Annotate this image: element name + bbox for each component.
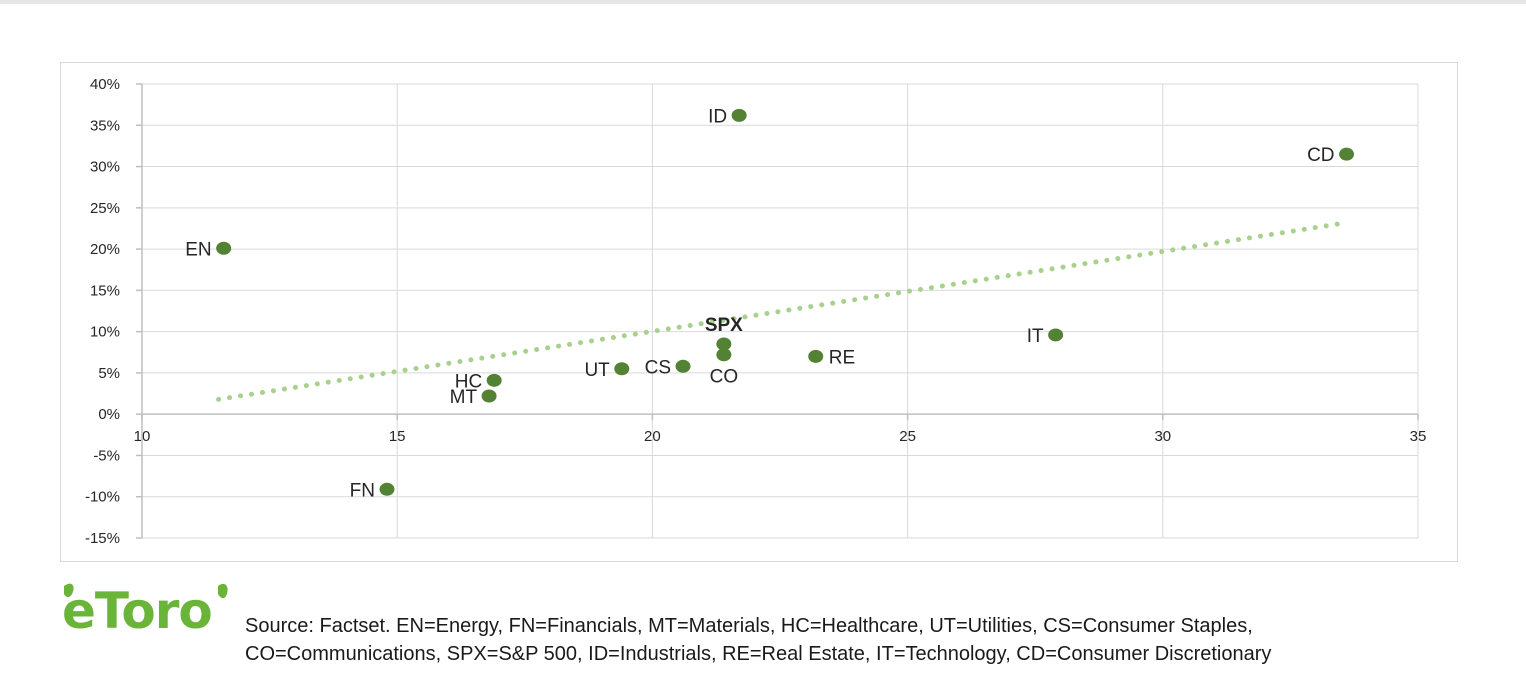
trendline-dotted	[216, 220, 1350, 402]
source-line-1: Source: Factset. EN=Energy, FN=Financial…	[245, 615, 1253, 637]
point-hc	[486, 373, 502, 387]
point-label-re: RE	[829, 347, 855, 368]
y-tick-label: 30%	[90, 159, 120, 176]
source-note: Source: Factset. EN=Energy, FN=Financial…	[245, 612, 1271, 668]
axes: 40%35%30%25%20%15%10%5%0%-5%-10%-15%10 15…	[85, 76, 1426, 547]
y-tick-label: -10%	[85, 489, 120, 506]
point-ut	[614, 362, 630, 376]
scatter-chart: 40%35%30%25%20%15%10%5%0%-5%-10%-15%10 15…	[85, 76, 1426, 547]
x-tick-label: 15	[389, 428, 406, 445]
point-cs	[675, 359, 691, 373]
y-tick-label: 25%	[90, 200, 120, 217]
point-label-co: CO	[710, 367, 739, 388]
y-tick-label: 15%	[90, 282, 120, 299]
source-line-2: CO=Communications, SPX=S&P 500, ID=Indus…	[245, 643, 1272, 665]
point-label-cs: CS	[645, 357, 671, 378]
y-tick-label: 35%	[90, 117, 120, 134]
x-tick-label: 30	[1154, 428, 1171, 445]
point-re	[808, 349, 824, 363]
point-mt	[481, 389, 497, 403]
data-points	[216, 108, 1355, 496]
y-tick-label: 10%	[90, 324, 120, 341]
y-tick-label: -15%	[85, 530, 120, 547]
point-label-id: ID	[708, 106, 727, 127]
point-spx	[716, 337, 732, 351]
point-en	[216, 241, 232, 255]
footer: eToro Source: Factset. EN=Energy, FN=Fin…	[0, 570, 1526, 695]
etoro-logo: eToro	[62, 582, 228, 640]
point-cd	[1339, 147, 1355, 161]
y-tick-label: -5%	[93, 447, 120, 464]
chart-frame	[60, 62, 1458, 562]
point-co	[716, 348, 732, 362]
point-label-cd: CD	[1307, 145, 1334, 166]
x-tick-label: 35	[1410, 428, 1427, 445]
point-fn	[379, 482, 395, 496]
y-tick-label: 5%	[98, 365, 120, 382]
point-label-spx: SPX	[705, 315, 743, 336]
y-tick-label: 20%	[90, 241, 120, 258]
grid-lines	[142, 83, 1419, 539]
y-tick-label: 40%	[90, 76, 120, 93]
point-label-it: IT	[1027, 326, 1044, 347]
etoro-logo-wordmark: eToro	[62, 582, 212, 640]
trendline	[216, 220, 1350, 402]
point-label-fn: FN	[350, 480, 375, 501]
point-id	[731, 108, 747, 122]
x-tick-label: 25	[899, 428, 916, 445]
point-label-en: EN	[185, 239, 211, 260]
x-tick-label: 20	[644, 428, 661, 445]
point-label-ut: UT	[584, 360, 610, 381]
y-tick-label: 0%	[98, 406, 120, 423]
top-divider	[0, 0, 1526, 4]
point-label-hc: HC	[455, 371, 482, 392]
point-label-mt: MT	[450, 387, 478, 408]
point-it	[1048, 328, 1064, 342]
